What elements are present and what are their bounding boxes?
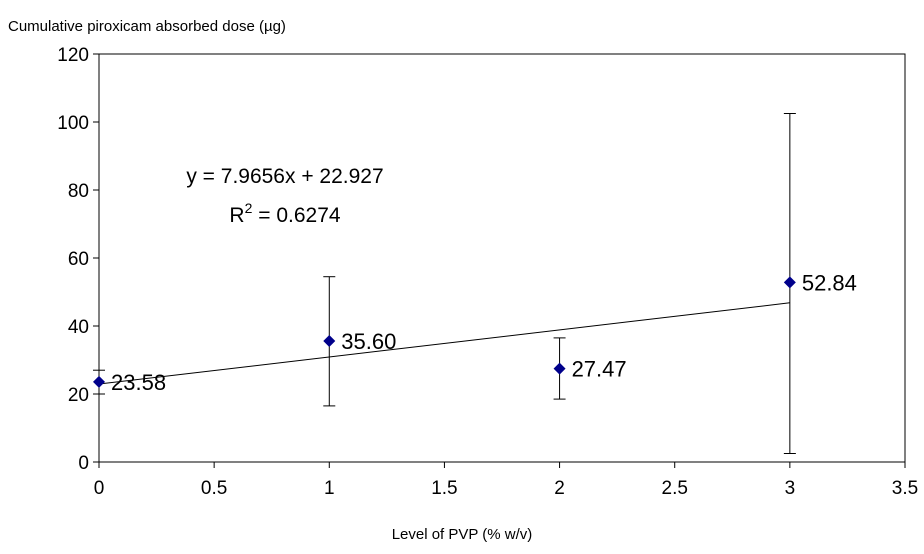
y-tick-label: 0 [78,453,89,474]
trendline-group [98,302,790,385]
y-tick-label: 120 [57,45,89,66]
x-tick-label: 3.5 [892,478,918,499]
trendline [98,302,790,385]
x-axis-title: Level of PVP (% w/v) [391,526,533,543]
data-point [553,362,566,375]
r-squared-value: = 0.6274 [252,204,340,227]
trendline-equation: y = 7.9656x + 22.927 [186,165,383,188]
data-label: 27.47 [572,357,627,382]
r-squared-label: R2 = 0.6274 [229,200,340,227]
x-ticks: 0 0.5 1 1.5 2 2.5 3 3.5 [94,462,918,499]
y-tick-label: 100 [57,113,89,134]
data-point [783,276,796,289]
data-label: 35.60 [341,329,396,354]
x-tick-label: 1 [324,478,335,499]
x-tick-label: 1.5 [431,478,457,499]
x-tick-label: 2.5 [662,478,688,499]
y-axis-title: Cumulative piroxicam absorbed dose (µg) [8,18,286,35]
data-point [323,334,336,347]
data-points [93,276,796,388]
y-tick-label: 40 [68,317,89,338]
data-label: 52.84 [802,270,857,295]
axes [98,53,906,463]
y-tick-label: 80 [68,181,89,202]
x-tick-label: 0 [94,478,105,499]
data-label: 23.58 [111,370,166,395]
r-squared-prefix: R [229,204,244,227]
x-tick-label: 3 [785,478,796,499]
data-point [93,375,105,388]
x-tick-label: 0.5 [201,478,227,499]
x-tick-label: 2 [554,478,565,499]
data-labels: 23.58 35.60 27.47 52.84 [111,270,857,394]
y-tick-label: 20 [68,385,89,406]
r-squared-superscript: 2 [245,200,253,216]
plot-frame [98,53,906,463]
y-ticks: 0 20 40 60 80 100 120 [57,45,99,474]
y-tick-label: 60 [68,249,89,270]
